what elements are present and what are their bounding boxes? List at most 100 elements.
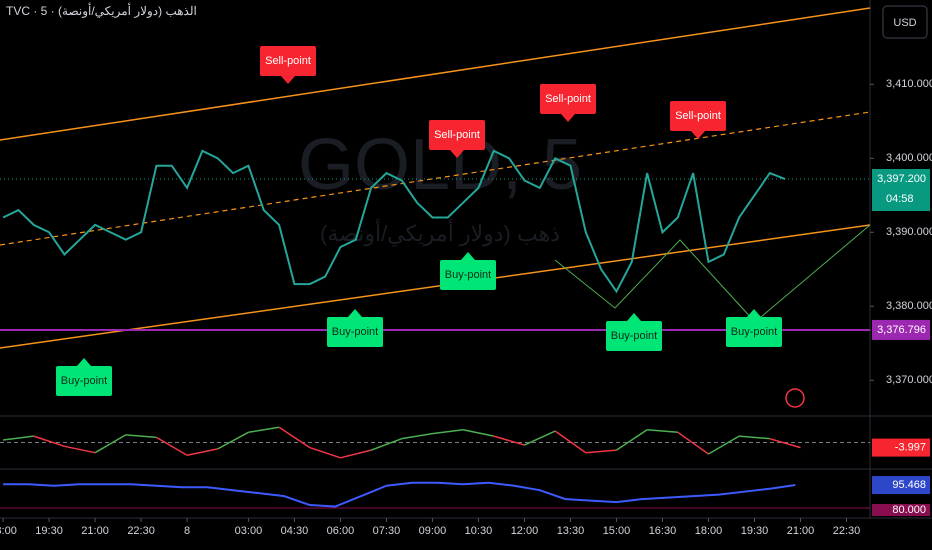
alert-icon[interactable] (785, 388, 805, 408)
x-tick-label: 8 (184, 525, 190, 537)
x-tick-label: 16:30 (649, 525, 677, 537)
oscillator-segment (462, 429, 494, 437)
callout-label: Buy-point (61, 375, 107, 387)
oscillator-segment (769, 437, 801, 449)
x-tick-label: 21:00 (81, 525, 109, 537)
x-tick-label: 06:00 (327, 525, 355, 537)
line-price-label: 3,376.796 (877, 324, 926, 336)
oscillator-segment (708, 435, 740, 455)
callout-label: Sell-point (434, 129, 480, 141)
x-tick-label: 09:00 (419, 525, 447, 537)
oscillator-segment (739, 435, 770, 440)
countdown: 04:58 (886, 193, 914, 205)
oscillator-segment (278, 426, 311, 449)
oscillator-segment (493, 435, 525, 446)
callout-pointer (691, 131, 705, 139)
callout-pointer (348, 309, 362, 317)
x-tick-label: 18:00 (0, 525, 17, 537)
x-tick-label: 07:30 (373, 525, 401, 537)
oscillator-segment (401, 432, 433, 440)
x-tick-label: 15:00 (603, 525, 631, 537)
callout-label: Buy-point (445, 269, 491, 281)
level-label-bg (872, 504, 930, 517)
callout-pointer (561, 114, 575, 122)
oscillator-segment (340, 449, 372, 459)
x-tick-label: 22:30 (127, 525, 155, 537)
oscillator-segment (125, 434, 157, 439)
callout-pointer (747, 309, 761, 317)
oscillator-segment (370, 437, 403, 451)
callout-label: Sell-point (675, 110, 721, 122)
y-tick-label: 3,400.000 (886, 152, 932, 164)
x-tick-label: 04:30 (281, 525, 309, 537)
x-tick-label: 18:00 (695, 525, 723, 537)
callout-label: Buy-point (731, 326, 777, 338)
callout-label: Buy-point (332, 326, 378, 338)
callout-pointer (77, 358, 91, 366)
callout-label: Sell-point (265, 55, 311, 67)
x-tick-label: 19:30 (741, 525, 769, 537)
price-line (3, 481, 796, 508)
oscillator-segment (2, 435, 34, 441)
last-price-label: 3,397.200 (877, 173, 926, 185)
callout-box (429, 120, 485, 150)
value-label: -3.997 (895, 442, 926, 454)
oscillator-segment (647, 429, 678, 434)
oscillator-segment (432, 429, 464, 435)
oscillator-segment (64, 445, 96, 454)
channel-mid (0, 111, 871, 246)
value-label: 95.468 (892, 479, 926, 491)
y-tick-label: 3,410.000 (886, 78, 932, 90)
oscillator-segment (217, 431, 249, 450)
y-tick-label: 3,380.000 (886, 300, 932, 312)
channel-top (0, 7, 871, 141)
oscillator-segment (677, 431, 709, 455)
x-tick-label: 12:00 (511, 525, 539, 537)
currency-button[interactable] (882, 5, 928, 39)
oscillator-segment (94, 434, 127, 454)
callout-box (670, 101, 726, 131)
oscillator-segment (309, 446, 341, 459)
x-tick-label: 10:30 (465, 525, 493, 537)
channel-bottom (0, 224, 871, 349)
callout-label: Sell-point (545, 93, 591, 105)
y-tick-label: 3,370.000 (886, 374, 932, 386)
currency-label[interactable]: USD (893, 17, 916, 29)
callout-pointer (281, 76, 295, 84)
callout-box (327, 317, 383, 347)
callout-label: Buy-point (611, 330, 657, 342)
oscillator-segment (585, 449, 617, 454)
oscillator-segment (524, 430, 556, 446)
callout-box (440, 260, 496, 290)
x-tick-label: 22:30 (833, 525, 861, 537)
x-tick-label: 19:30 (35, 525, 63, 537)
x-tick-label: 13:30 (557, 525, 585, 537)
x-tick-label: 03:00 (235, 525, 263, 537)
y-tick-label: 3,390.000 (886, 226, 932, 238)
oscillator-segment (248, 426, 280, 434)
oscillator-segment (33, 435, 65, 448)
x-tick-label: 21:00 (787, 525, 815, 537)
callout-pointer (461, 252, 475, 260)
callout-pointer (627, 313, 641, 321)
callout-box (56, 366, 112, 396)
callout-box (726, 317, 782, 347)
callout-box (260, 46, 316, 76)
pattern-lines (554, 224, 871, 323)
last-price-bg (872, 169, 930, 212)
callout-pointer (450, 150, 464, 158)
oscillator-segment (156, 436, 188, 456)
callout-box (540, 84, 596, 114)
watermark-sub: ذهب (دولار أمريكي/أونصة) (320, 218, 560, 247)
symbol-title: TVC · 5 · الذهب (دولار أمريكي/أونصة) (6, 3, 197, 18)
oscillator-segment (186, 448, 218, 456)
price-line (2, 149, 786, 294)
value-label-bg (872, 438, 930, 457)
oscillator-segment (554, 430, 587, 454)
callout-box (606, 321, 662, 351)
oscillator-segment (616, 429, 648, 451)
value-label-bg (872, 476, 930, 495)
line-price-label-bg (872, 319, 930, 340)
level-label: 80.000 (892, 504, 926, 516)
